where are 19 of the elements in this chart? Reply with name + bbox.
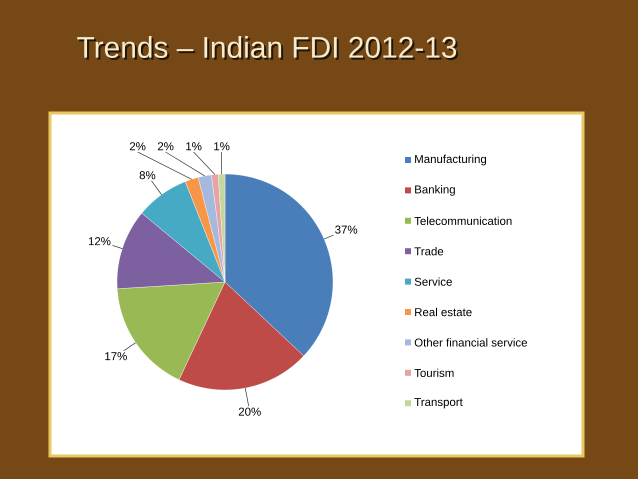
data-label: 2% [130, 142, 146, 150]
legend-label: Real estate [415, 308, 472, 316]
legend-label: Telecommunication [414, 216, 512, 225]
data-label: 20% [238, 408, 261, 416]
legend-label: Tourism [414, 368, 454, 377]
data-label: 12% [88, 237, 111, 246]
legend-label: Banking [415, 185, 455, 196]
data-label: 1% [186, 142, 202, 150]
data-label: 8% [140, 171, 156, 180]
chart-title: Trends – Indian FDI 2012-13 [79, 38, 458, 60]
data-label: 17% [105, 352, 127, 360]
data-label: 1% [214, 142, 230, 150]
legend-label: Manufacturing [415, 154, 486, 166]
legend-label: Service [414, 277, 452, 286]
data-label: 2% [158, 142, 174, 150]
legend-label: Transport [414, 398, 463, 408]
data-label: 37% [335, 226, 358, 234]
legend-label: Other financial service [414, 338, 528, 347]
legend-label: Trade [414, 246, 444, 256]
